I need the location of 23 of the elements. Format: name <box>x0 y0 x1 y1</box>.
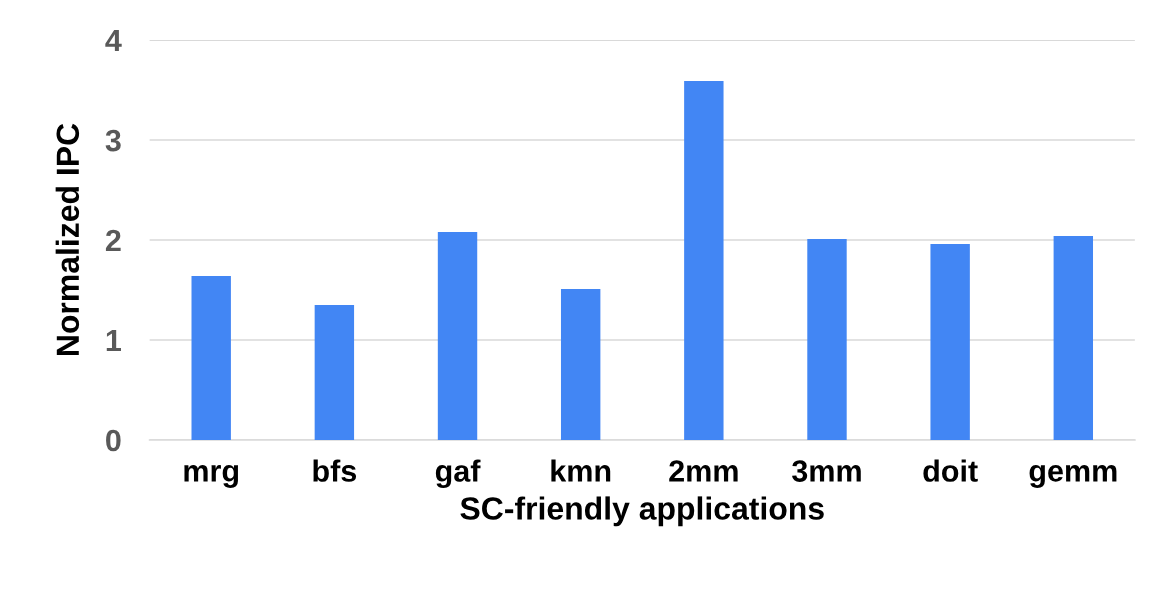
bar <box>560 289 601 440</box>
bar <box>437 232 478 440</box>
y-tick-label: 1 <box>106 330 121 352</box>
x-tick-label: bfs <box>313 459 357 482</box>
y-tick-label: 3 <box>105 129 121 152</box>
bar <box>314 305 355 440</box>
bar <box>807 239 847 440</box>
bar <box>1053 236 1094 440</box>
bar <box>191 276 231 440</box>
y-tick-label: 0 <box>106 429 121 452</box>
x-tick-label: gemm <box>1029 464 1117 488</box>
x-tick-label: 2mm <box>669 460 738 482</box>
x-tick-label: 3mm <box>792 460 861 482</box>
y-tick-label: 2 <box>105 229 121 252</box>
y-tick-label: 4 <box>105 30 122 52</box>
x-tick-label: gaf <box>435 459 481 489</box>
x-tick-label: kmn <box>551 459 611 482</box>
x-tick-label: doit <box>923 459 978 482</box>
y-axis-title: Normalized IPC <box>55 123 80 356</box>
bar <box>930 244 970 440</box>
bar <box>684 81 724 440</box>
x-axis-title: SC-friendly applications <box>460 496 824 527</box>
x-tick-label: mrg <box>184 464 239 488</box>
